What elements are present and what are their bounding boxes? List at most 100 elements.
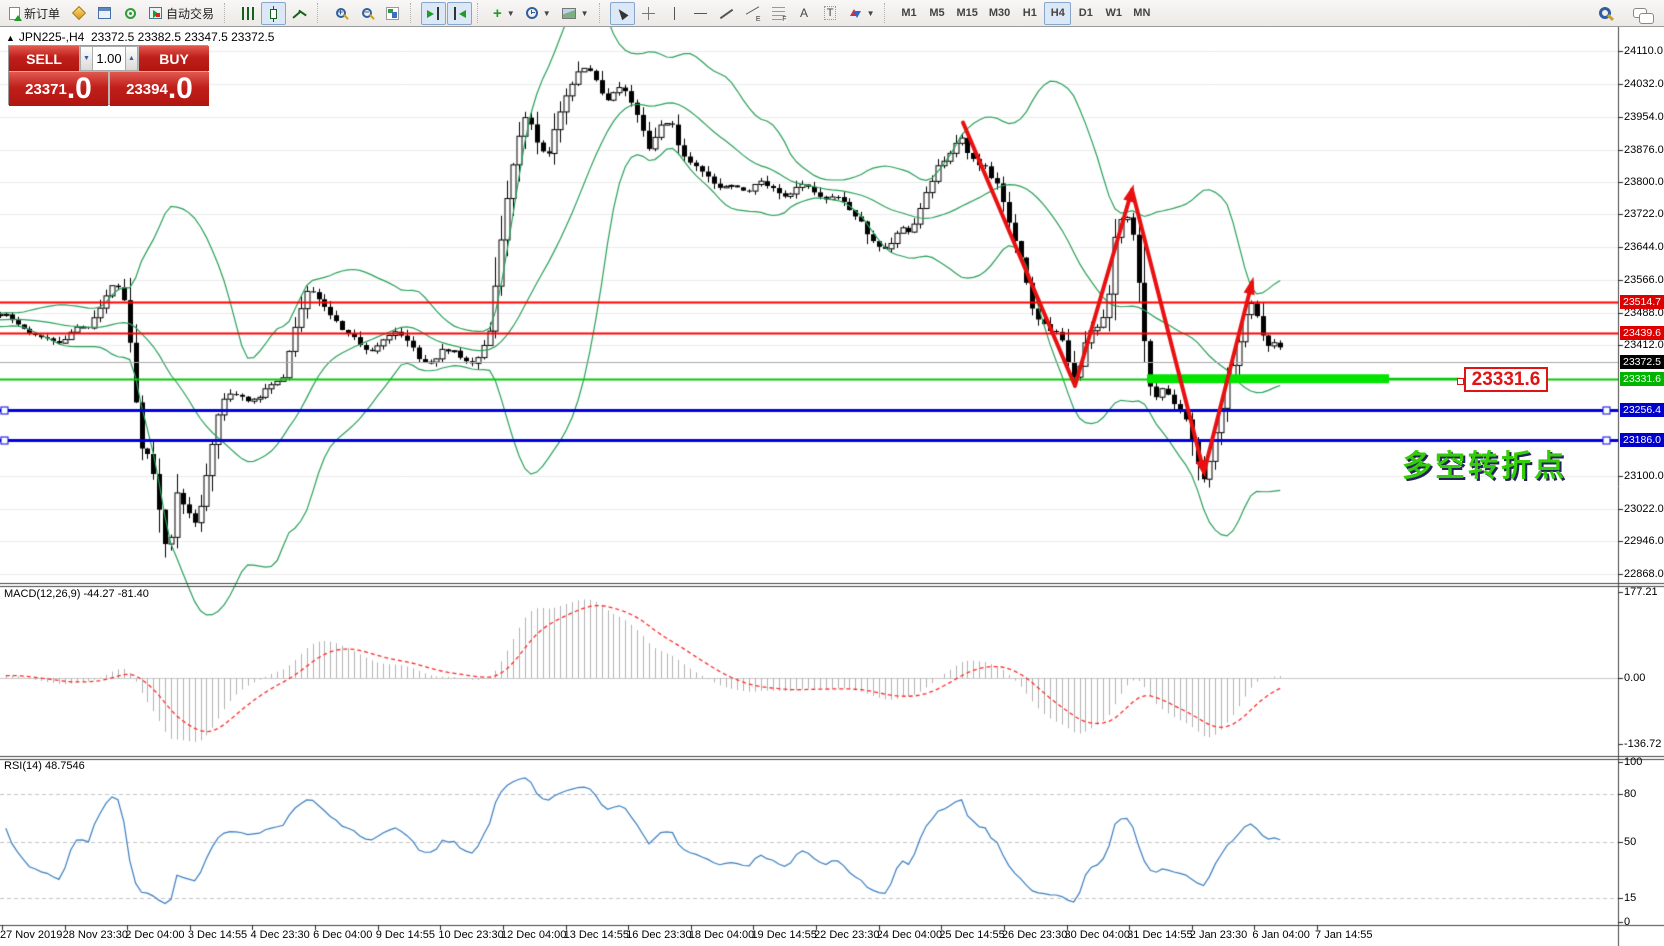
buy-button[interactable]: BUY (139, 46, 209, 71)
price-tick-label: 23566.0 (1624, 274, 1664, 287)
new-order-button[interactable]: 新订单 (4, 2, 65, 25)
buy-price-button[interactable]: 23394.0 (110, 72, 209, 106)
turning-point-annotation[interactable]: 多空转折点 (1402, 450, 1567, 483)
time-tick-label: 4 Dec 23:30 (250, 929, 310, 941)
timeframe-m5[interactable]: M5 (929, 7, 945, 19)
time-tick-label: 18 Dec 04:00 (688, 929, 755, 941)
one-click-trading-panel: SELL ▼ ▲ BUY 23371.0 23394.0 (8, 45, 209, 106)
bar-chart-icon (241, 6, 254, 20)
market-watch-icon (71, 5, 86, 21)
line-chart-icon (292, 7, 307, 20)
search-icon (1598, 7, 1611, 19)
fibonacci-button[interactable] (766, 2, 791, 25)
chart-shift-icon (453, 7, 466, 20)
chart-window: ▲ JPN225-,H4 23372.5 23382.5 23347.5 2337… (0, 27, 1664, 946)
price-tick-label: 23644.0 (1624, 241, 1664, 254)
dropdown-caret-icon: ▼ (580, 8, 589, 18)
fibonacci-icon (771, 6, 787, 23)
trendline-button[interactable] (714, 2, 739, 25)
toolbar-separator (884, 3, 891, 23)
zoom-out-button[interactable]: − (354, 2, 379, 25)
chat-button[interactable] (1627, 2, 1654, 25)
chart-shift-button[interactable] (447, 1, 473, 25)
auto-trading-button[interactable]: 自动交易 (144, 2, 219, 25)
timeframe-m30[interactable]: M30 (988, 7, 1011, 19)
candlestick-chart-button[interactable] (261, 1, 287, 25)
time-tick-label: 2 Dec 04:00 (125, 929, 185, 941)
price-tick-label: 24110.0 (1624, 45, 1663, 57)
new-order-icon (9, 6, 22, 21)
price-badge: 23186.0 (1620, 433, 1664, 448)
line-chart-button[interactable] (287, 2, 312, 25)
rsi-axis-label: 50 (1624, 836, 1637, 848)
data-window-button[interactable] (92, 2, 117, 25)
macd-axis-label: 177.21 (1624, 586, 1658, 598)
toolbar-separator (224, 3, 231, 23)
price-tick-label: 23022.0 (1624, 503, 1664, 516)
crosshair-button[interactable] (636, 2, 661, 25)
time-tick-label: 22 Dec 23:30 (814, 929, 880, 941)
price-tick-label: 23954.0 (1624, 110, 1664, 123)
text-label-button[interactable]: T (818, 2, 843, 25)
price-chart-canvas[interactable] (0, 27, 1664, 946)
channel-button[interactable] (740, 2, 765, 25)
toolbar-separator (598, 3, 606, 23)
volume-increase-button[interactable]: ▲ (125, 46, 138, 71)
search-button[interactable] (1592, 2, 1617, 25)
tile-windows-button[interactable] (380, 2, 405, 25)
time-tick-label: 6 Dec 04:00 (313, 929, 373, 941)
horizontal-line-icon (693, 12, 707, 14)
sell-price-button[interactable]: 23371.0 (9, 72, 108, 106)
navigator-button[interactable] (118, 2, 143, 25)
price-flag-annotation[interactable]: 23331.6 (1457, 367, 1548, 392)
price-tick-label: 22946.0 (1624, 535, 1664, 548)
zoom-in-button[interactable]: + (328, 2, 353, 25)
market-watch-button[interactable] (66, 2, 91, 25)
vertical-line-button[interactable] (662, 2, 687, 25)
arrows-button[interactable]: ▼ (844, 2, 880, 25)
equidistant-channel-icon (746, 7, 761, 23)
time-tick-label: 26 Dec 23:30 (1001, 929, 1068, 941)
price-tick-label: 23100.0 (1624, 470, 1664, 483)
sell-button[interactable]: SELL (9, 46, 79, 71)
rsi-axis-label: 100 (1624, 756, 1643, 768)
time-tick-label: 13 Dec 14:55 (563, 929, 630, 941)
price-badge: 23372.5 (1620, 354, 1664, 369)
time-tick-label: 10 Dec 23:30 (438, 929, 504, 941)
time-tick-label: 16 Dec 23:30 (626, 929, 692, 941)
time-tick-label: 6 Jan 04:00 (1252, 929, 1310, 941)
toolbar-separator (317, 3, 324, 23)
bar-chart-button[interactable] (235, 2, 260, 25)
timeframe-mn[interactable]: MN (1133, 7, 1151, 19)
price-tick-label: 23876.0 (1624, 143, 1664, 156)
template-icon (561, 7, 576, 19)
price-badge: 23439.6 (1620, 326, 1664, 341)
cursor-icon (615, 6, 629, 20)
macd-indicator-label: MACD(12,26,9) -44.27 -81.40 (4, 588, 149, 600)
periods-button[interactable]: ▼ (521, 2, 556, 25)
time-tick-label: 2 Jan 23:30 (1189, 929, 1248, 941)
text-button[interactable]: A (792, 2, 817, 25)
timeframe-d1[interactable]: D1 (1078, 7, 1093, 19)
cursor-button[interactable] (609, 1, 635, 25)
timeframe-m15[interactable]: M15 (956, 7, 978, 19)
indicators-button[interactable]: + ▼ (488, 2, 520, 25)
timeframe-m1[interactable]: M1 (901, 7, 917, 19)
dropdown-caret-icon: ▼ (506, 8, 515, 18)
horizontal-line-button[interactable] (688, 2, 713, 25)
price-badge: 23331.6 (1620, 371, 1664, 386)
new-order-label: 新订单 (24, 6, 61, 21)
rsi-axis-label: 0 (1624, 916, 1631, 928)
templates-button[interactable]: ▼ (557, 2, 594, 25)
trendline-icon (720, 7, 733, 20)
crosshair-icon (641, 6, 655, 20)
price-badge: 23514.7 (1620, 294, 1664, 309)
rsi-axis-label: 80 (1624, 788, 1637, 800)
timeframe-h4[interactable]: H4 (1044, 1, 1072, 25)
timeframe-w1[interactable]: W1 (1105, 7, 1123, 19)
price-tick-label: 22868.0 (1624, 567, 1664, 580)
volume-decrease-button[interactable]: ▼ (80, 46, 93, 71)
volume-input[interactable] (93, 46, 125, 71)
timeframe-h1[interactable]: H1 (1022, 7, 1037, 19)
auto-scroll-button[interactable] (421, 1, 447, 25)
